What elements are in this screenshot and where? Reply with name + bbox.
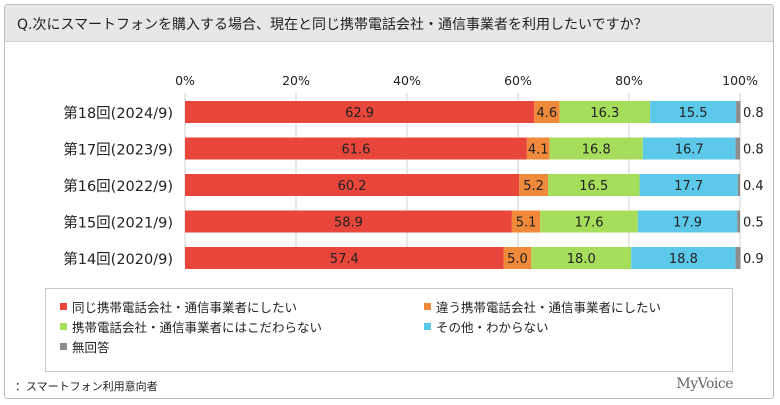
x-tick-label: 0% [175,73,195,88]
legend-swatch [424,303,431,310]
bar-segment [549,137,643,160]
bar-segment [534,101,560,123]
bar-segment [737,210,740,233]
data-label: 17.6 [575,216,604,231]
x-tick-label: 40% [393,73,421,88]
data-label: 16.5 [579,179,608,194]
bar-segment [540,210,638,233]
bar-segment [639,174,738,196]
data-label: 60.2 [338,179,367,194]
legend: 同じ携帯電話会社・通信事業者にしたい 違う携帯電話会社・通信事業者にしたい携帯電話… [45,288,733,372]
legend-label: 無回答 [72,340,110,355]
legend-swatch [60,343,67,350]
legend-swatch [60,323,67,330]
data-label: 4.6 [537,106,558,121]
bar-segment [631,247,736,269]
bar-segment [735,137,740,160]
legend-label: 違う携帯電話会社・通信事業者にしたい [436,300,662,315]
data-label: 62.9 [345,106,374,121]
bar-segment [185,247,504,269]
bar-segment [736,101,741,123]
data-label: 5.2 [523,179,544,194]
bar-segment [642,137,736,160]
legend-item: 携帯電話会社・通信事業者にはこだわらない [60,317,322,336]
bar-segment [637,210,738,233]
data-label: 0.9 [743,252,764,267]
data-label: 0.5 [743,216,764,231]
legend-swatch [424,323,431,330]
data-label: 16.3 [590,106,619,121]
data-label: 17.9 [673,216,702,231]
brand-logo: MyVoice [676,376,733,392]
chart-title: Q.次にスマートフォンを購入する場合、現在と同じ携帯電話会社・通信事業者を利用し… [17,17,648,33]
data-label: 16.7 [675,143,704,158]
x-tick-label: 80% [615,73,643,88]
legend-item: 無回答 [60,337,110,356]
bar-segment [559,101,651,123]
data-label: 17.7 [674,179,703,194]
bar-segment [650,101,737,123]
bar-segment [503,247,532,269]
legend-label: 携帯電話会社・通信事業者にはこだわらない [72,320,323,335]
bar-segment [735,247,741,269]
data-label: 4.1 [528,143,549,158]
data-label: 16.8 [582,143,611,158]
x-tick-label: 60% [504,73,532,88]
bar-segment [526,137,550,160]
category-label: 第16回(2022/9) [63,177,173,195]
x-tick-label: 20% [282,73,310,88]
data-label: 57.4 [330,252,359,267]
bar-segment [547,174,640,196]
bar-segment [185,137,527,160]
title-bar: Q.次にスマートフォンを購入する場合、現在と同じ携帯電話会社・通信事業者を利用し… [5,5,773,42]
stacked-bar-chart: 0% 20% 40% 60% 80% 100% 第18回(2024/9) 62.9 4.6 16.… [63,73,764,269]
bar-segment [737,174,740,196]
data-label: 0.4 [743,179,764,194]
legend-item: その他・わからない [424,317,549,336]
legend-item: 同じ携帯電話会社・通信事業者にしたい [60,297,297,316]
chart-frame: Q.次にスマートフォンを購入する場合、現在と同じ携帯電話会社・通信事業者を利用し… [4,4,774,399]
bar-segment [531,247,632,269]
category-label: 第15回(2021/9) [63,214,173,232]
footnote: ：スマートフォン利用意向者 [15,380,158,393]
data-label: 5.0 [507,252,528,267]
category-label: 第17回(2023/9) [63,141,173,159]
category-label: 第18回(2024/9) [63,104,173,122]
data-label: 0.8 [743,106,764,121]
data-label: 58.9 [334,216,363,231]
data-label: 5.1 [516,216,537,231]
bar-segment [185,174,520,196]
bar-segment [185,101,535,123]
x-tick-label: 100% [722,73,758,88]
data-label: 0.8 [743,143,764,158]
category-label: 第14回(2020/9) [63,250,173,268]
data-label: 15.5 [679,106,708,121]
bar-segment [185,210,512,233]
legend-label: 同じ携帯電話会社・通信事業者にしたい [72,300,298,315]
bar-segment [519,174,548,196]
legend-item: 違う携帯電話会社・通信事業者にしたい [424,297,661,316]
bar-segment [511,210,541,233]
legend-swatch [60,303,67,310]
data-label: 18.0 [567,252,596,267]
legend-label: その他・わからない [436,320,549,335]
data-label: 18.8 [669,252,698,267]
data-label: 61.6 [341,143,370,158]
